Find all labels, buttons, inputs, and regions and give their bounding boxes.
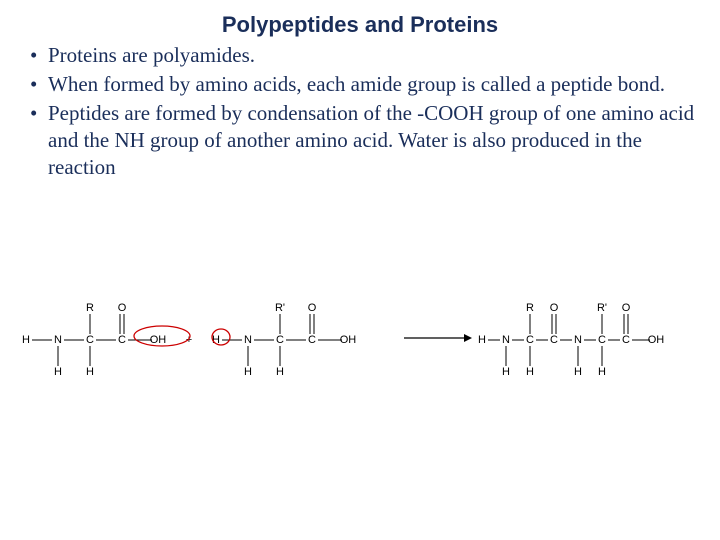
svg-text:O: O <box>308 302 317 314</box>
svg-text:OH: OH <box>648 334 665 346</box>
svg-text:N: N <box>244 334 252 346</box>
bullet-dot: • <box>30 100 48 181</box>
svg-text:C: C <box>276 334 284 346</box>
svg-text:R: R <box>86 302 94 314</box>
svg-text:O: O <box>550 302 559 314</box>
svg-text:C: C <box>622 334 630 346</box>
list-item: • Peptides are formed by condensation of… <box>30 100 700 181</box>
reaction-diagram: HNHCRHCOOHHNHCR'HCOOH+HNHCRHCONHCR'HCOOH <box>18 290 702 400</box>
svg-text:H: H <box>244 366 252 378</box>
svg-text:H: H <box>276 366 284 378</box>
bullet-text: When formed by amino acids, each amide g… <box>48 71 700 98</box>
svg-text:H: H <box>478 334 486 346</box>
svg-text:N: N <box>574 334 582 346</box>
page-title: Polypeptides and Proteins <box>20 12 700 38</box>
svg-text:C: C <box>550 334 558 346</box>
svg-text:C: C <box>598 334 606 346</box>
svg-text:O: O <box>622 302 631 314</box>
svg-text:H: H <box>574 366 582 378</box>
bullet-list: • Proteins are polyamides. • When formed… <box>30 42 700 180</box>
bullet-text: Proteins are polyamides. <box>48 42 700 69</box>
svg-text:C: C <box>308 334 316 346</box>
bullet-text: Peptides are formed by condensation of t… <box>48 100 700 181</box>
svg-text:C: C <box>526 334 534 346</box>
svg-text:N: N <box>502 334 510 346</box>
svg-text:OH: OH <box>340 334 357 346</box>
list-item: • When formed by amino acids, each amide… <box>30 71 700 98</box>
reaction-svg: HNHCRHCOOHHNHCR'HCOOH+HNHCRHCONHCR'HCOOH <box>18 290 702 400</box>
bullet-dot: • <box>30 71 48 98</box>
bullet-dot: • <box>30 42 48 69</box>
svg-text:R: R <box>526 302 534 314</box>
svg-text:C: C <box>118 334 126 346</box>
svg-text:O: O <box>118 302 127 314</box>
svg-text:H: H <box>502 366 510 378</box>
list-item: • Proteins are polyamides. <box>30 42 700 69</box>
svg-text:N: N <box>54 334 62 346</box>
svg-text:H: H <box>54 366 62 378</box>
svg-text:H: H <box>86 366 94 378</box>
svg-text:H: H <box>598 366 606 378</box>
svg-text:R': R' <box>597 302 607 314</box>
svg-text:+: + <box>186 334 192 346</box>
svg-text:H: H <box>526 366 534 378</box>
svg-text:R': R' <box>275 302 285 314</box>
svg-text:C: C <box>86 334 94 346</box>
svg-text:OH: OH <box>150 334 167 346</box>
svg-text:H: H <box>22 334 30 346</box>
